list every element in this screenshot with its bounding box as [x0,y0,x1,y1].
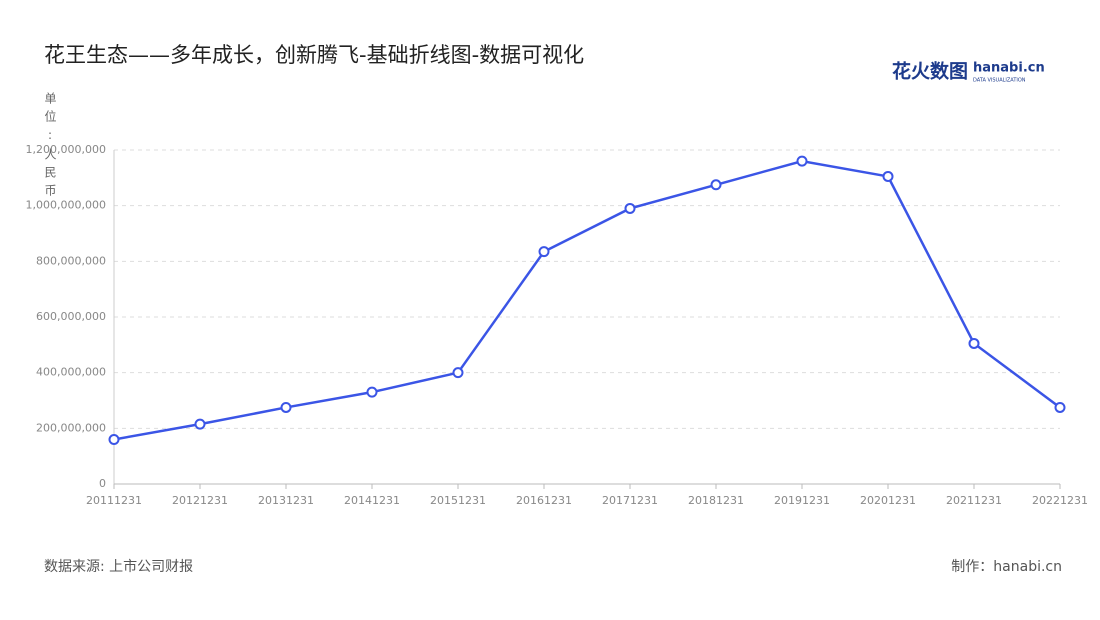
point [366,386,378,398]
y-tick-label: 0 [99,477,106,490]
x-tick-label: 20191231 [774,494,830,507]
x-tick-label: 20211231 [946,494,1002,507]
point [624,202,636,214]
x-tick-label: 20141231 [344,494,400,507]
brand: 花火数图 [892,60,968,83]
x-tick-label: 20201231 [860,494,916,507]
chart-title: 花王生态——多年成长，创新腾飞-基础折线图-数据可视化 [44,43,584,67]
line [113,159,1061,441]
point [710,179,722,191]
credit: 制作：hanabi.cn [951,559,1062,575]
y-tick-label: 800,000,000 [36,254,106,267]
point [796,155,808,167]
x-tick-label: 20131231 [258,494,314,507]
point [538,246,550,258]
y-tick-label: 1,200,000,000 [26,143,106,156]
point [452,367,464,379]
x-tick-label: 20161231 [516,494,572,507]
point [280,401,292,413]
point [194,418,206,430]
x-tick-label: 20151231 [430,494,486,507]
x-tick-label: 20181231 [688,494,744,507]
y-tick-label: 400,000,000 [36,366,106,379]
x-tick-label: 20221231 [1032,494,1088,507]
point [1054,401,1066,413]
y-tick-label: 200,000,000 [36,421,106,434]
y-tick-label: 1,000,000,000 [26,199,106,212]
x-tick-label: 20111231 [86,494,142,507]
brand-site: hanabi.cn [973,61,1045,76]
source: 数据来源: 上市公司财报 [44,558,193,575]
point [882,170,894,182]
point [968,337,980,349]
point [108,433,120,445]
y-tick-label: 600,000,000 [36,310,106,323]
y-axis-label: 单位:人民币 [43,92,57,202]
brand-tagline: DATA VISUALIZATION [973,78,1026,84]
x-tick-label: 20121231 [172,494,228,507]
x-tick-label: 20171231 [602,494,658,507]
